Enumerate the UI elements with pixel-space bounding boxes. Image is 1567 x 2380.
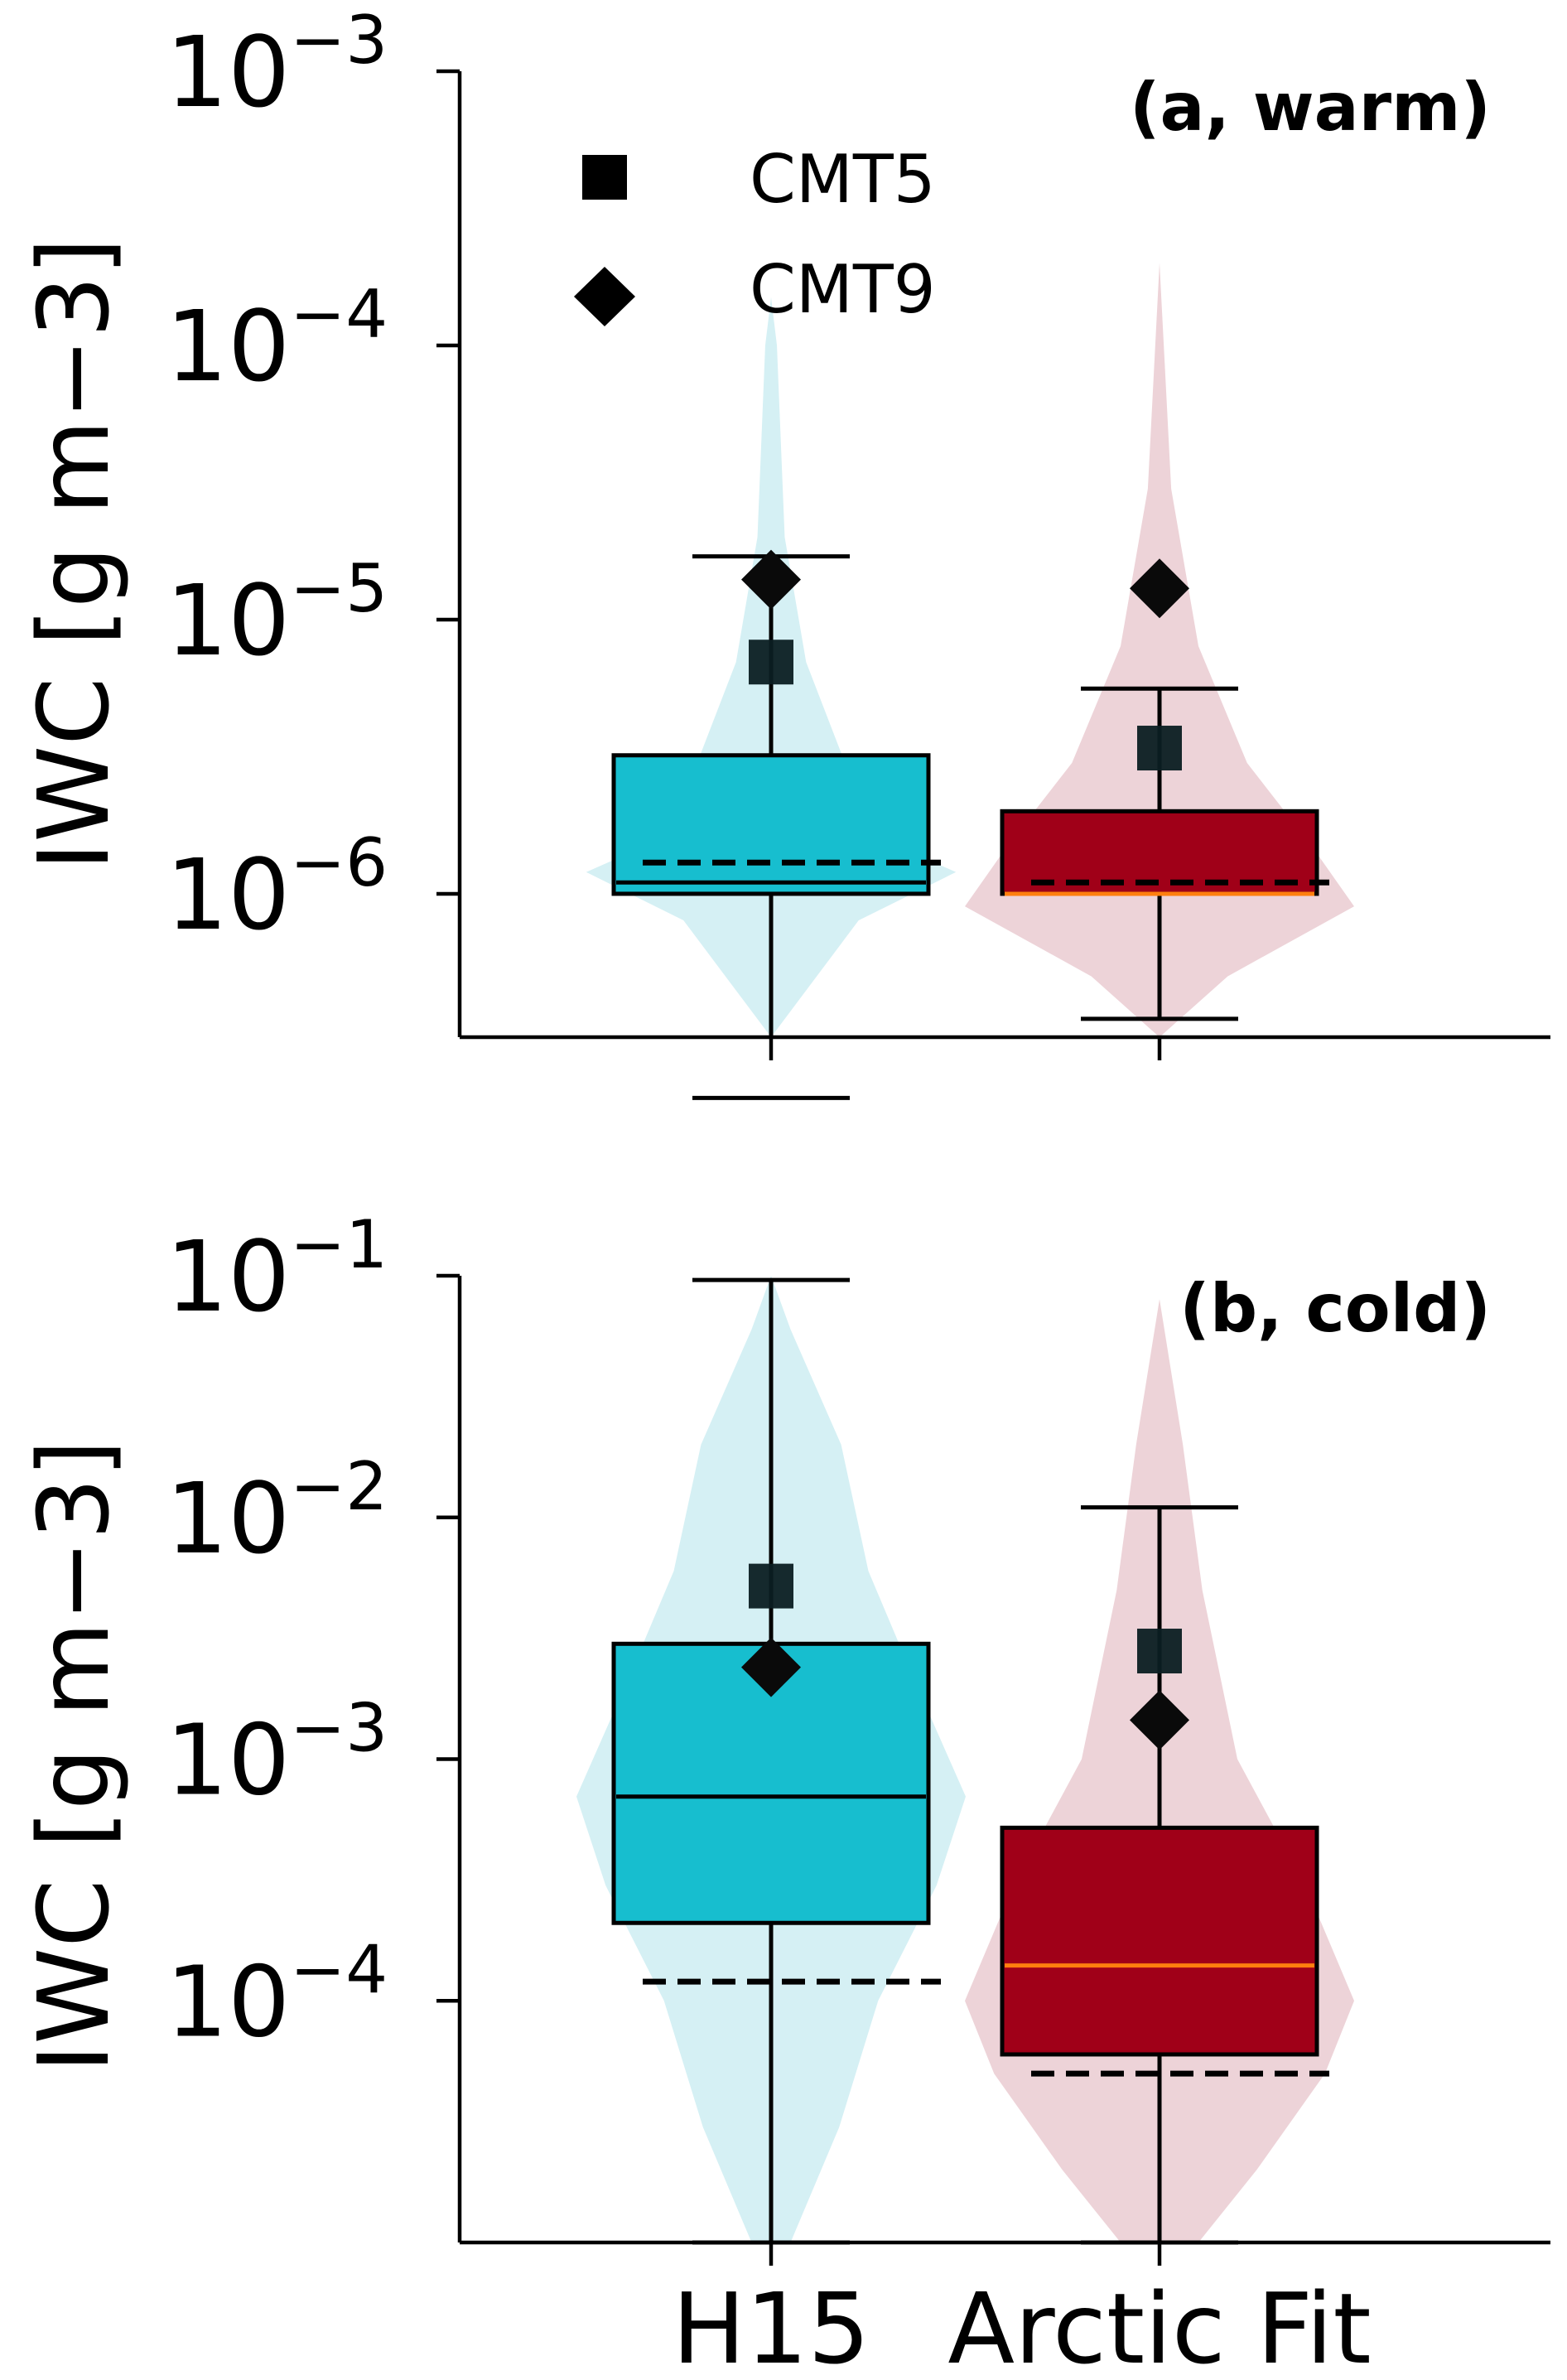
marker-cmt5	[1137, 1629, 1182, 1674]
marker-cmt9	[1130, 1690, 1189, 1750]
panel-a-markers	[741, 549, 1189, 771]
legend-cmt5-marker	[582, 155, 627, 200]
panel-b-markers	[741, 1563, 1189, 1750]
panel-a-boxes	[611, 554, 1329, 1100]
panel-a-ticks: 10−610−510−410−3	[166, 2, 1162, 1060]
panel-a-ylabel: IWC [g m−3]	[17, 238, 131, 871]
box-arctic-fit	[1000, 1825, 1319, 2057]
panel-b-ylabel: IWC [g m−3]	[17, 1440, 131, 2073]
marker-cmt5	[1137, 726, 1182, 771]
panel-a: 10−610−510−410−3 IWC [g m−3] (a, warm) C…	[17, 2, 1550, 1100]
x-tick-label-h15: H15	[673, 2271, 870, 2380]
y-tick-label: 10−5	[166, 550, 388, 678]
x-tick-label-arctic-fit: Arctic Fit	[947, 2271, 1371, 2380]
y-tick-label: 10−2	[166, 1448, 388, 1576]
marker-cmt9	[741, 549, 801, 610]
marker-cmt9	[741, 1637, 801, 1697]
marker-cmt9	[1130, 558, 1189, 619]
panel-a-axes	[457, 71, 1550, 1040]
legend-cmt9-label: CMT9	[750, 251, 936, 328]
legend-cmt5-label: CMT5	[750, 141, 936, 218]
legend-cmt9-marker	[574, 267, 635, 326]
marker-cmt5	[749, 1563, 793, 1609]
legend: CMT5 CMT9	[574, 141, 936, 328]
panel-a-title: (a, warm)	[1130, 69, 1491, 146]
panel-b-title: (b, cold)	[1179, 1270, 1491, 1347]
marker-cmt5	[749, 640, 793, 685]
box-arctic-fit	[1000, 809, 1319, 896]
box-h15	[611, 753, 931, 896]
